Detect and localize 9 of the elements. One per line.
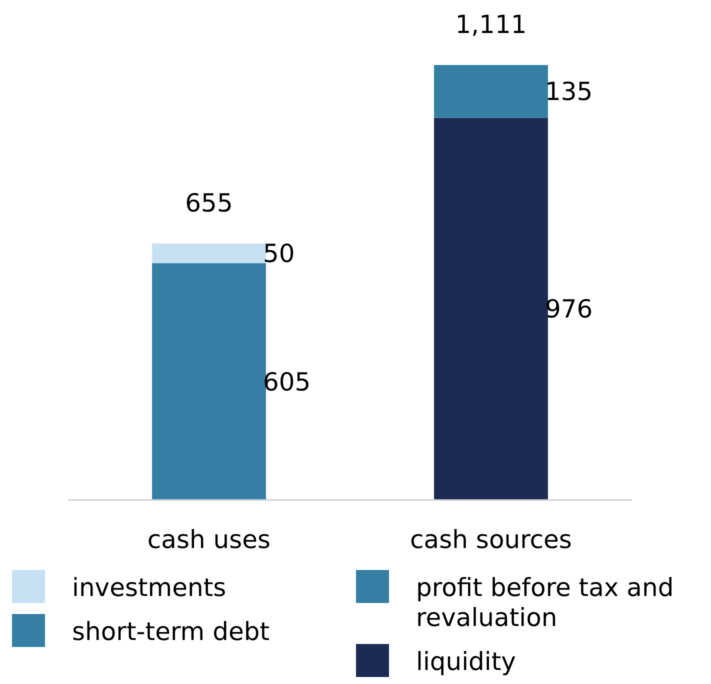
x-tick-label: cash sources [410, 525, 572, 554]
legend-label: liquidity [416, 646, 516, 676]
total-label: 1,111 [455, 10, 527, 39]
legend-label: profit before tax and revaluation [416, 572, 674, 632]
x-tick-label: cash uses [147, 525, 271, 554]
legend-label: short-term debt [72, 616, 270, 646]
data-label: 50 [262, 239, 295, 268]
total-label: 655 [185, 188, 233, 218]
legend-label: investments [72, 572, 226, 602]
